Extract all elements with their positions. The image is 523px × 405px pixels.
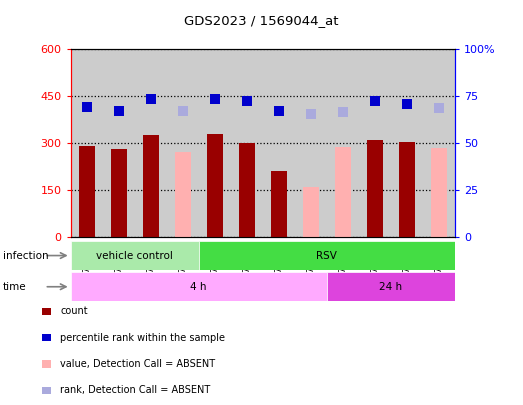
Text: vehicle control: vehicle control (96, 251, 173, 260)
Bar (231, 49, 263, 237)
Bar (359, 49, 391, 237)
Bar (71, 49, 103, 237)
Text: rank, Detection Call = ABSENT: rank, Detection Call = ABSENT (60, 386, 210, 395)
Bar (199, 49, 231, 237)
Bar (263, 49, 295, 237)
Bar (367, 140, 383, 237)
Text: infection: infection (3, 251, 48, 260)
Bar (327, 272, 455, 301)
Point (178, 107, 187, 114)
Bar (199, 241, 455, 270)
Bar (175, 151, 191, 237)
Point (371, 98, 379, 104)
Point (243, 98, 251, 104)
Bar (207, 134, 223, 237)
Bar (239, 143, 255, 237)
Point (435, 104, 443, 111)
Point (306, 111, 315, 117)
Text: 4 h: 4 h (190, 282, 207, 292)
Bar (71, 272, 327, 301)
Point (83, 104, 91, 111)
Bar (423, 49, 455, 237)
Point (115, 107, 123, 114)
Bar (327, 49, 359, 237)
Bar (295, 49, 327, 237)
Point (339, 109, 347, 115)
Point (211, 96, 219, 102)
Bar (431, 148, 447, 237)
Bar (391, 49, 423, 237)
Bar (335, 147, 351, 237)
Text: count: count (60, 307, 88, 316)
Bar (134, 49, 167, 237)
Bar (103, 49, 134, 237)
Bar (143, 135, 158, 237)
Text: value, Detection Call = ABSENT: value, Detection Call = ABSENT (60, 359, 215, 369)
Point (146, 96, 155, 102)
Bar (167, 49, 199, 237)
Text: percentile rank within the sample: percentile rank within the sample (60, 333, 225, 343)
Text: time: time (3, 282, 26, 292)
Bar (78, 146, 95, 237)
Point (403, 100, 411, 107)
Text: GDS2023 / 1569044_at: GDS2023 / 1569044_at (184, 14, 339, 27)
Text: RSV: RSV (316, 251, 337, 260)
Text: 24 h: 24 h (379, 282, 403, 292)
Bar (71, 241, 199, 270)
Bar (271, 171, 287, 237)
Bar (111, 149, 127, 237)
Bar (399, 142, 415, 237)
Point (275, 108, 283, 115)
Bar (303, 188, 319, 237)
